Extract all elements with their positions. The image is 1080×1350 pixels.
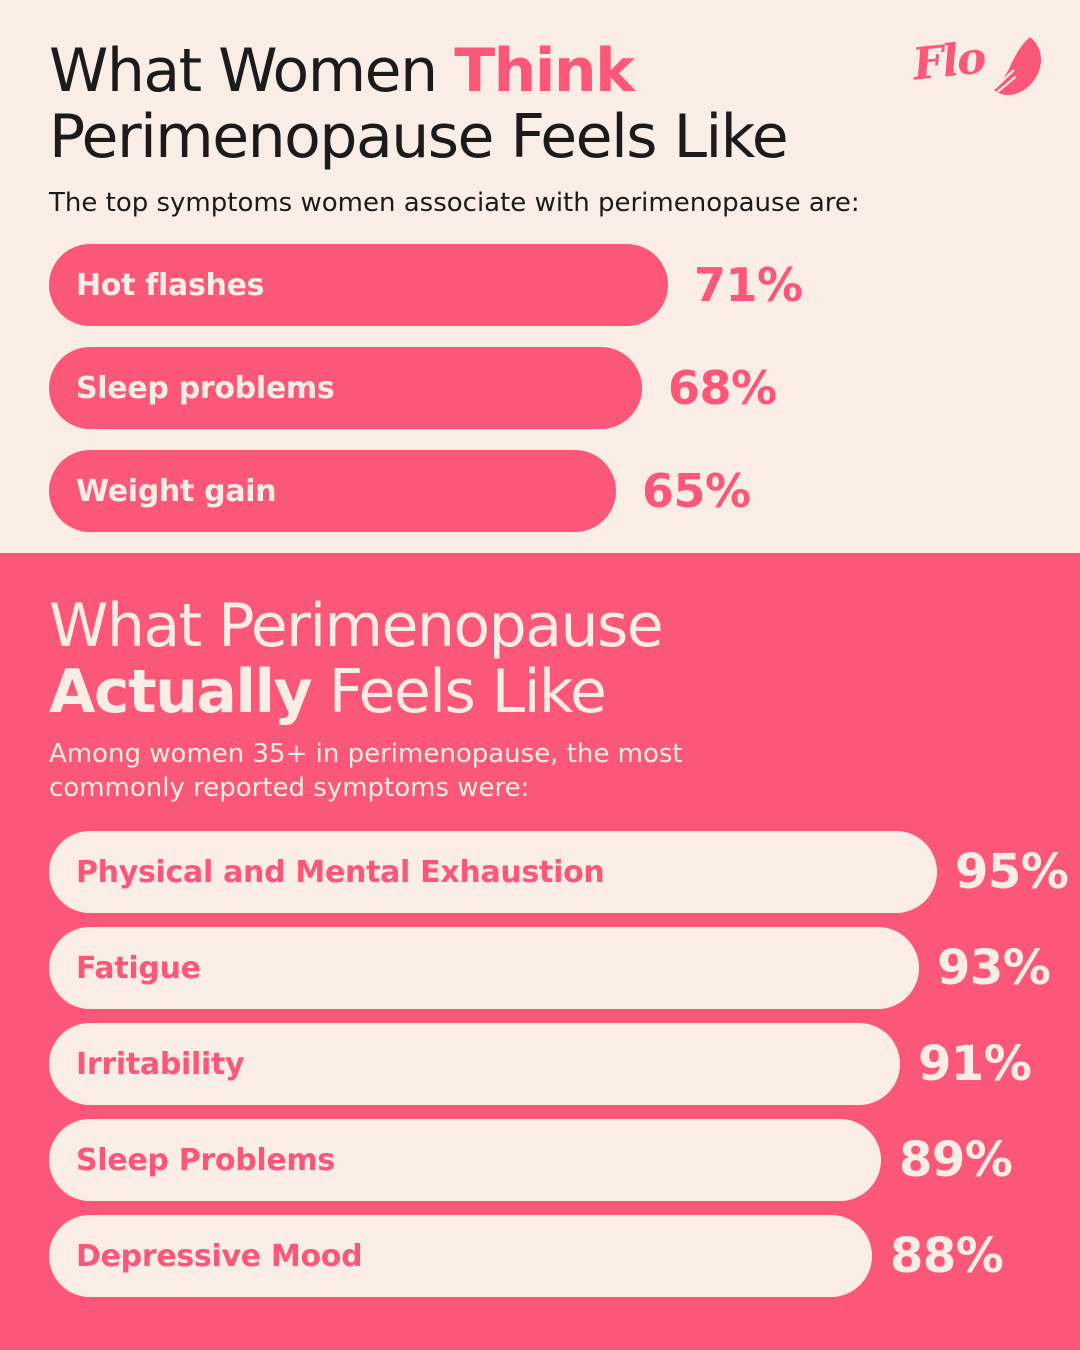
bar-value: 91% [918,1036,1032,1092]
bar-row: Irritability 91% [49,1023,1032,1105]
bar-row: Weight gain 65% [49,450,1031,532]
feather-icon [993,37,1042,95]
think-title-highlight: Think [454,36,635,106]
bar-label: Weight gain [76,473,277,509]
actually-title-rest: Feels Like [311,657,607,727]
bar: Fatigue [49,927,919,1009]
bar-row: Depressive Mood 88% [49,1215,1031,1297]
bar-row: Physical and Mental Exhaustion 95% [49,831,1069,913]
bar-value: 93% [937,940,1051,996]
bar: Depressive Mood [49,1215,872,1297]
bar: Hot flashes [49,244,668,326]
bar-label: Hot flashes [76,267,265,303]
bar: Physical and Mental Exhaustion [49,831,937,913]
flo-logo: Flo [910,32,1044,96]
bar-label: Sleep Problems [76,1142,335,1178]
actually-subtitle-line1: Among women 35+ in perimenopause, the mo… [49,739,683,769]
bar-label: Physical and Mental Exhaustion [76,854,605,890]
bar-value: 71% [694,258,803,312]
think-title-line2: Perimenopause Feels Like [49,102,789,172]
think-title: What Women Think Perimenopause Feels Like [49,38,1031,170]
section-think: What Women Think Perimenopause Feels Like… [0,0,1080,553]
actually-bar-chart: Physical and Mental Exhaustion 95% Fatigue… [49,831,1069,1297]
think-subtitle: The top symptoms women associate with pe… [49,188,860,218]
flo-logo-text: Flo [910,32,987,91]
actually-title-line1: What Perimenopause [49,591,664,661]
actually-title: What Perimenopause Actually Feels Like [49,593,1031,725]
actually-subtitle: Among women 35+ in perimenopause, the mo… [49,737,1031,805]
think-title-prefix: What Women [49,36,455,106]
bar: Sleep problems [49,347,642,429]
bar: Weight gain [49,450,616,532]
bar-label: Irritability [76,1046,245,1082]
actually-title-bold: Actually [49,657,313,727]
bar-value: 65% [642,464,751,518]
bar-row: Sleep problems 68% [49,347,1031,429]
bar-row: Hot flashes 71% [49,244,1031,326]
bar-value: 89% [899,1132,1013,1188]
bar: Irritability [49,1023,900,1105]
section-actually: What Perimenopause Actually Feels Like Am… [0,553,1080,1350]
bar-value: 88% [890,1228,1004,1284]
bar-row: Fatigue 93% [49,927,1051,1009]
bar-value: 68% [668,361,777,415]
bar-value: 95% [955,844,1069,900]
bar-row: Sleep Problems 89% [49,1119,1031,1201]
bar: Sleep Problems [49,1119,881,1201]
bar-label: Fatigue [76,950,201,986]
actually-subtitle-line2: commonly reported symptoms were: [49,773,530,803]
bar-label: Sleep problems [76,370,335,406]
bar-label: Depressive Mood [76,1238,363,1274]
think-bar-chart: Hot flashes 71% Sleep problems 68% Weight ga… [49,244,1031,532]
